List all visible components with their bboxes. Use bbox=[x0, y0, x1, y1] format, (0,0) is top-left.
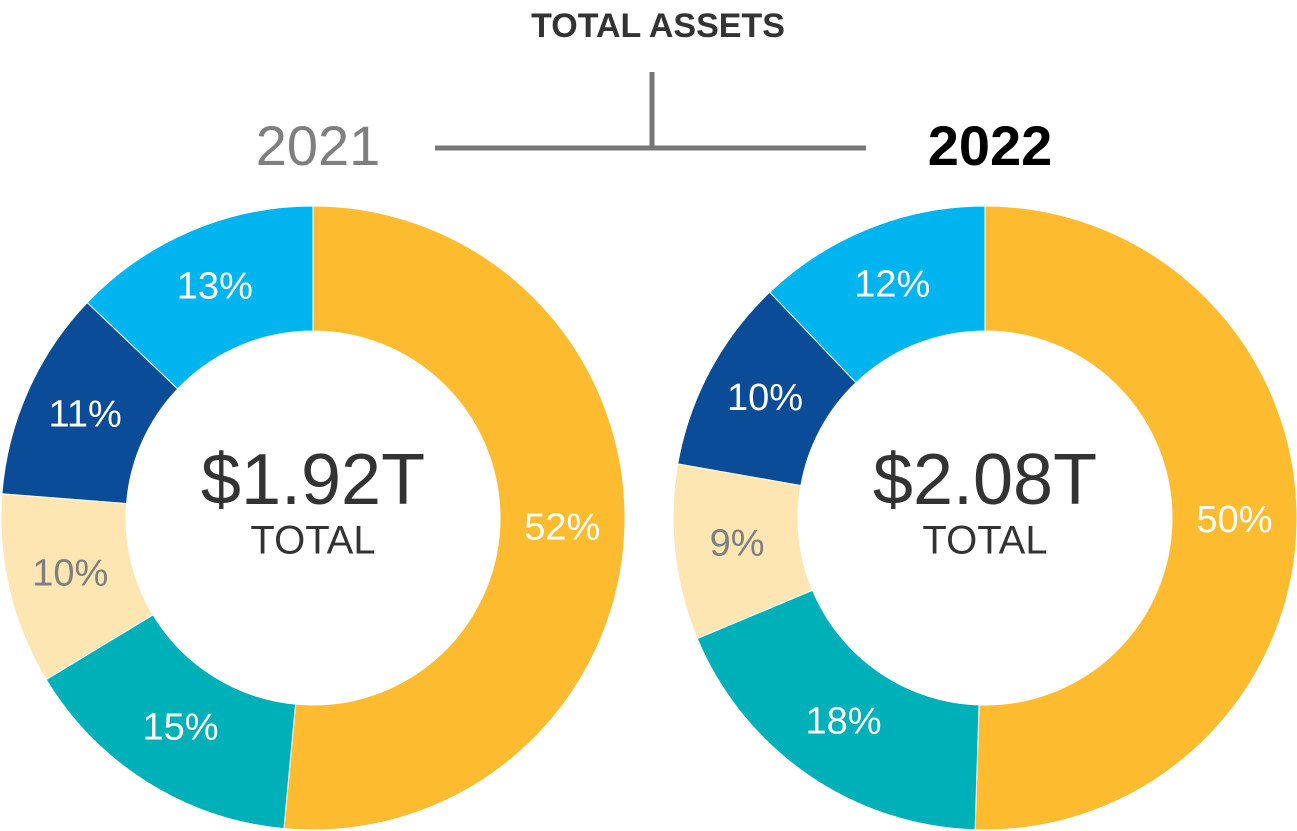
slice-label: 10% bbox=[727, 377, 803, 419]
slice-label: 15% bbox=[142, 706, 218, 748]
chart-title: 2022 bbox=[928, 114, 1053, 177]
slice-label: 50% bbox=[1196, 499, 1272, 541]
page-title: TOTAL ASSETS bbox=[531, 7, 785, 45]
donut-slice bbox=[86, 205, 314, 390]
chart-title: 2021 bbox=[256, 114, 381, 177]
slice-label: 9% bbox=[710, 523, 765, 565]
slice-label: 13% bbox=[177, 266, 253, 308]
donut-slice bbox=[696, 589, 980, 831]
slice-label: 11% bbox=[49, 393, 122, 435]
center-value: $2.08T bbox=[873, 440, 1097, 520]
center-subtitle: TOTAL bbox=[922, 519, 1047, 563]
donut-slice bbox=[283, 205, 626, 831]
slice-label: 10% bbox=[32, 553, 108, 595]
slice-label: 18% bbox=[805, 701, 881, 743]
center-value: $1.92T bbox=[201, 440, 425, 520]
donut-slice bbox=[768, 205, 986, 384]
slice-label: 52% bbox=[524, 507, 600, 549]
slice-label: 12% bbox=[854, 263, 930, 305]
center-subtitle: TOTAL bbox=[250, 519, 375, 563]
donut-slice bbox=[974, 205, 1297, 831]
